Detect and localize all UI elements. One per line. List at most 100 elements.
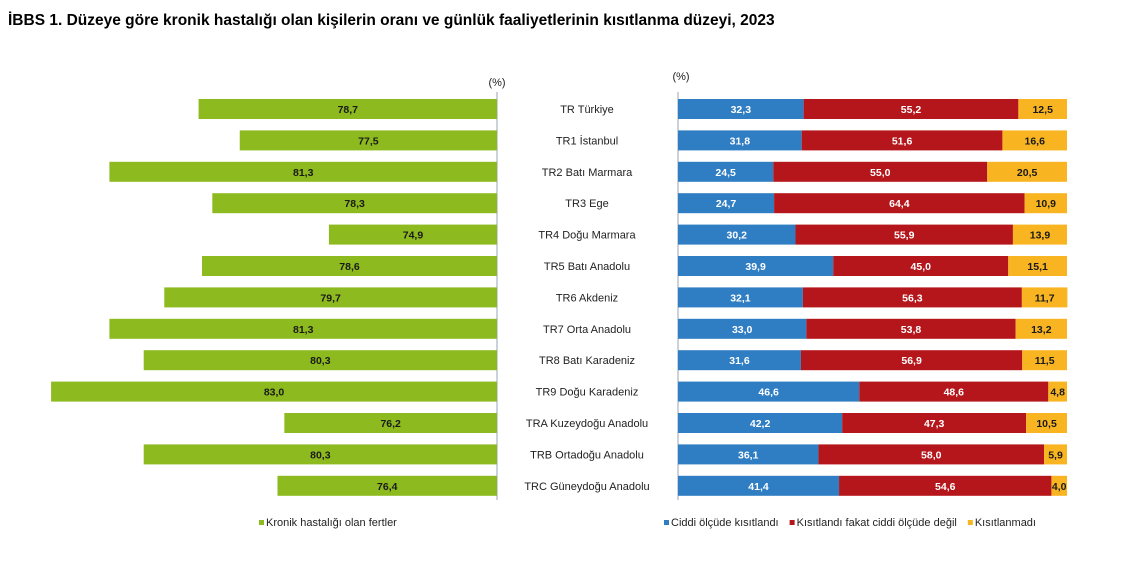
- stacked-bar-segment: [678, 130, 802, 151]
- stacked-bar-label: 10,5: [1036, 418, 1057, 430]
- left-bar-label: 78,3: [344, 198, 365, 210]
- category-label: TR5 Batı Anadolu: [544, 261, 630, 273]
- stacked-bar-label: 32,1: [730, 292, 751, 304]
- legend-label: Ciddi ölçüde kısıtlandı: [671, 517, 779, 529]
- stacked-bar-segment: [1044, 444, 1067, 465]
- stacked-bar-segment: [678, 444, 819, 465]
- stacked-bar-segment: [842, 413, 1027, 433]
- stacked-bar-segment: [801, 130, 1003, 151]
- stacked-bar-segment: [795, 224, 1013, 245]
- category-label: TR4 Doğu Marmara: [538, 230, 636, 242]
- stacked-bar-label: 55,0: [870, 167, 891, 179]
- stacked-bar-segment: [678, 350, 801, 371]
- stacked-bar-label: 13,2: [1031, 324, 1052, 336]
- stacked-bar-label: 20,5: [1017, 167, 1038, 179]
- category-label: TRA Kuzeydoğu Anadolu: [526, 418, 648, 430]
- left-bar: [277, 475, 497, 496]
- left-bar: [143, 350, 497, 371]
- category-label: TRB Ortadoğu Anadolu: [530, 449, 644, 461]
- stacked-bar-label: 41,4: [748, 481, 769, 493]
- legend-swatch: [664, 520, 669, 525]
- category-label: TRC Güneydoğu Anadolu: [524, 481, 649, 493]
- stacked-bar-label: 39,9: [745, 261, 766, 273]
- stacked-bar-label: 45,0: [911, 261, 932, 273]
- stacked-bar-label: 33,0: [732, 324, 753, 336]
- left-bar: [328, 224, 497, 245]
- stacked-bar-segment: [1012, 224, 1067, 245]
- left-bar: [109, 318, 497, 339]
- stacked-bar-label: 30,2: [727, 230, 748, 242]
- stacked-bar-segment: [678, 287, 803, 308]
- left-bar: [212, 193, 497, 214]
- stacked-bar-segment: [678, 224, 796, 245]
- category-label: TR1 İstanbul: [556, 134, 618, 147]
- left-bar-label: 78,6: [339, 261, 360, 273]
- stacked-bar-label: 15,1: [1027, 261, 1048, 273]
- stacked-bar-segment: [678, 99, 804, 119]
- legend-swatch: [967, 520, 973, 525]
- stacked-bar-label: 24,7: [716, 198, 737, 210]
- stacked-bar-segment: [678, 475, 840, 496]
- stacked-bar-segment: [1051, 475, 1067, 496]
- stacked-bar-label: 42,2: [750, 418, 771, 430]
- legend-label: Kronik hastalığı olan fertler: [266, 517, 397, 529]
- left-bar-label: 76,2: [380, 418, 401, 430]
- stacked-bar-label: 4,0: [1052, 481, 1067, 493]
- stacked-bar-segment: [678, 193, 775, 214]
- left-bar: [164, 287, 498, 308]
- left-bar: [239, 130, 497, 151]
- stacked-bar-label: 10,9: [1036, 198, 1057, 210]
- left-bar-label: 76,4: [377, 481, 398, 493]
- stacked-bar-label: 46,6: [758, 387, 779, 399]
- stacked-bar-segment: [1015, 318, 1067, 339]
- category-label: TR3 Ege: [565, 198, 608, 210]
- stacked-bar-label: 11,5: [1035, 355, 1055, 367]
- stacked-bar-segment: [802, 287, 1022, 308]
- stacked-bar-label: 16,6: [1024, 135, 1045, 147]
- category-label: TR9 Doğu Karadeniz: [536, 387, 639, 399]
- stacked-bar-segment: [987, 161, 1067, 182]
- stacked-bar-segment: [678, 413, 843, 433]
- left-bar-label: 80,3: [310, 355, 331, 367]
- left-bar-label: 74,9: [403, 230, 424, 242]
- left-bar: [284, 413, 497, 433]
- left-bar-label: 83,0: [264, 387, 285, 399]
- right-unit-label: (%): [672, 71, 689, 83]
- legend-swatch: [259, 520, 264, 525]
- stacked-bar-segment: [806, 318, 1016, 339]
- stacked-bar-segment: [833, 256, 1009, 276]
- stacked-bar-segment: [1008, 256, 1067, 276]
- stacked-bar-segment: [678, 318, 807, 339]
- stacked-bar-segment: [800, 350, 1023, 371]
- left-bar-label: 80,3: [310, 449, 331, 461]
- stacked-bar-segment: [678, 256, 834, 276]
- left-bar-label: 81,3: [293, 324, 314, 336]
- legend-label: Kısıtlanmadı: [975, 517, 1036, 529]
- category-label: TR7 Orta Anadolu: [543, 324, 631, 336]
- stacked-bar-segment: [1021, 287, 1068, 308]
- stacked-bar-label: 32,3: [731, 104, 752, 116]
- left-bar: [51, 381, 497, 402]
- stacked-bar-label: 48,6: [944, 387, 965, 399]
- stacked-bar-label: 56,3: [902, 292, 923, 304]
- category-label: TR2 Batı Marmara: [542, 167, 633, 179]
- stacked-bar-label: 55,9: [894, 230, 915, 242]
- stacked-bar-segment: [1026, 413, 1067, 433]
- left-bar: [198, 99, 497, 119]
- stacked-bar-label: 12,5: [1032, 104, 1053, 116]
- stacked-bar-label: 31,8: [730, 135, 751, 147]
- stacked-bar-label: 51,6: [892, 135, 913, 147]
- stacked-bar-label: 31,6: [729, 355, 750, 367]
- left-bar-label: 79,7: [320, 292, 341, 304]
- stacked-bar-label: 55,2: [901, 104, 922, 116]
- category-label: TR6 Akdeniz: [556, 292, 618, 304]
- stacked-bar-label: 53,8: [901, 324, 922, 336]
- stacked-bar-label: 64,4: [889, 198, 910, 210]
- stacked-bar-segment: [839, 475, 1052, 496]
- stacked-bar-segment: [678, 161, 774, 182]
- stacked-bar-label: 4,8: [1050, 387, 1065, 399]
- stacked-bar-segment: [818, 444, 1045, 465]
- left-bar-label: 81,3: [293, 167, 314, 179]
- left-bar: [109, 161, 497, 182]
